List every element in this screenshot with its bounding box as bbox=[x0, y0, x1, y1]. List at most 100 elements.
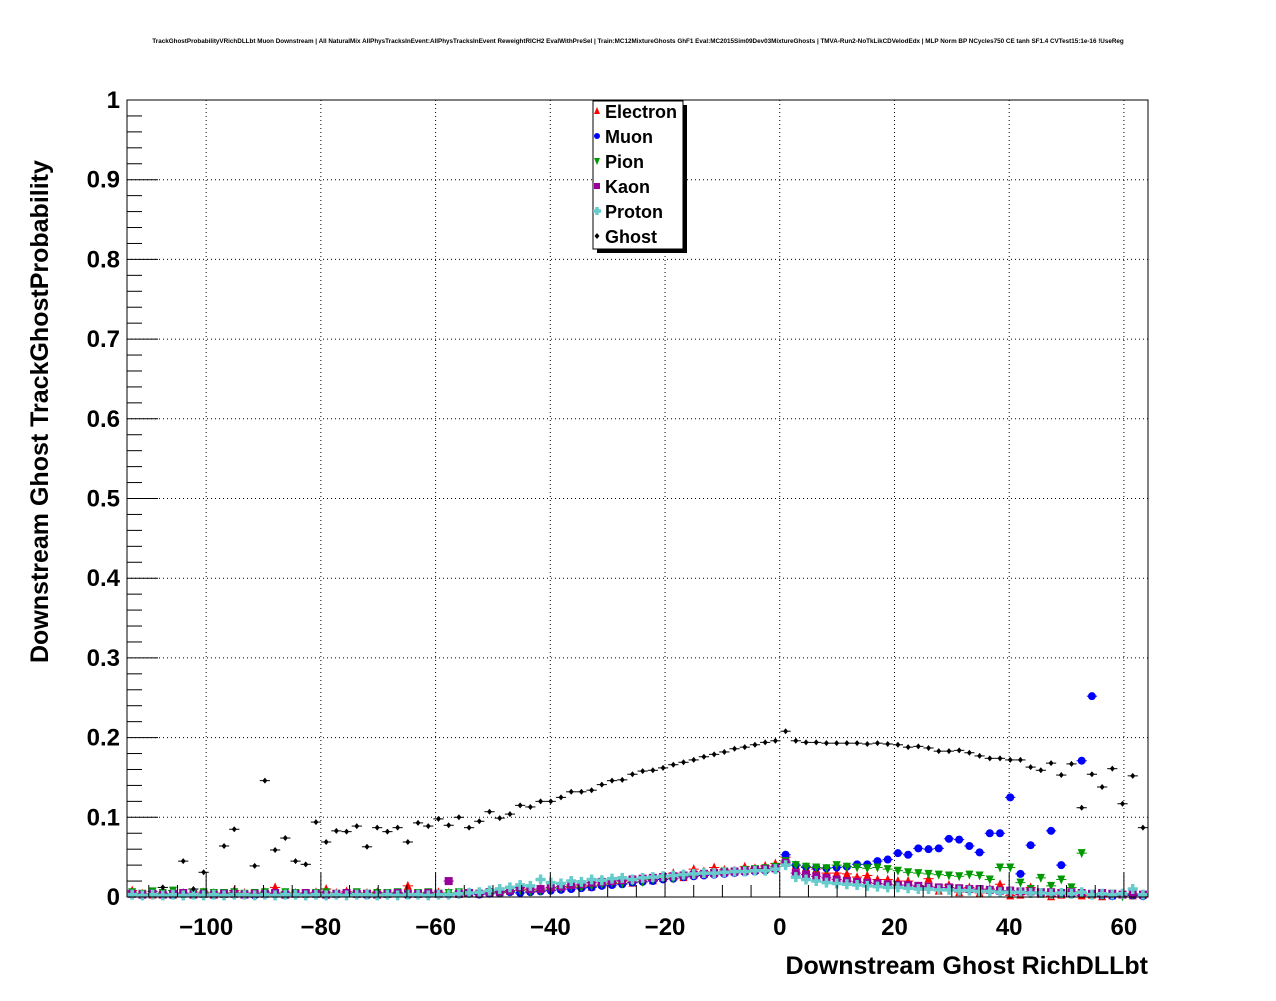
data-point-proton bbox=[464, 888, 475, 899]
data-point-muon bbox=[955, 835, 964, 844]
x-tick-label: −40 bbox=[530, 914, 571, 941]
legend-label-proton: Proton bbox=[605, 202, 663, 222]
y-tick-label: 0.1 bbox=[87, 804, 120, 831]
data-point-proton bbox=[729, 866, 740, 877]
x-axis-title: Downstream Ghost RichDLLbt bbox=[785, 952, 1148, 980]
data-point-proton bbox=[504, 882, 515, 893]
x-tick-label: −20 bbox=[645, 914, 686, 941]
data-point-pion bbox=[802, 862, 811, 872]
data-point-muon bbox=[924, 845, 933, 854]
x-tick-label: 40 bbox=[996, 914, 1023, 941]
data-point-pion bbox=[1067, 883, 1076, 893]
data-point-muon bbox=[1087, 692, 1096, 701]
legend-marker-muon bbox=[594, 133, 600, 139]
data-point-ghost bbox=[670, 761, 676, 768]
data-point-proton bbox=[494, 884, 505, 895]
data-point-ghost bbox=[1130, 772, 1136, 779]
data-point-proton bbox=[474, 887, 485, 898]
data-point-muon bbox=[1016, 869, 1025, 878]
data-point-ghost bbox=[303, 861, 309, 868]
data-point-ghost bbox=[660, 764, 666, 771]
data-point-ghost bbox=[732, 745, 738, 752]
data-point-pion bbox=[812, 863, 821, 873]
data-point-ghost bbox=[711, 751, 717, 758]
data-point-ghost bbox=[527, 803, 533, 810]
data-point-ghost bbox=[558, 794, 564, 801]
data-point-ghost bbox=[476, 818, 482, 825]
data-point-ghost bbox=[599, 781, 605, 788]
data-point-muon bbox=[1026, 841, 1035, 850]
data-point-proton bbox=[698, 868, 709, 879]
data-point-ghost bbox=[354, 823, 360, 830]
data-point-proton bbox=[157, 890, 168, 901]
data-point-proton bbox=[607, 873, 618, 884]
legend-marker-pion bbox=[594, 158, 600, 165]
x-tick-label: −100 bbox=[179, 914, 233, 941]
data-point-proton bbox=[954, 885, 965, 896]
data-point-muon bbox=[873, 857, 882, 866]
chart-title: TrackGhostProbabilityVRichDLLbt Muon Dow… bbox=[152, 38, 1124, 45]
data-point-proton bbox=[576, 876, 587, 887]
y-axis-title: Downstream Ghost TrackGhostProbability bbox=[26, 160, 54, 663]
data-point-proton bbox=[780, 860, 791, 871]
data-point-proton bbox=[1107, 889, 1118, 900]
data-point-muon bbox=[975, 848, 984, 857]
data-point-ghost bbox=[548, 798, 554, 805]
data-point-pion bbox=[944, 871, 953, 881]
data-point-proton bbox=[617, 872, 628, 883]
data-point-muon bbox=[996, 829, 1005, 838]
legend-box bbox=[592, 100, 684, 250]
data-point-ghost bbox=[374, 824, 380, 831]
data-point-electron bbox=[403, 880, 412, 890]
legend: Electron Muon Pion Kaon Proton Ghost bbox=[592, 100, 687, 253]
x-tick-label: −60 bbox=[415, 914, 456, 941]
data-point-ghost bbox=[783, 728, 789, 735]
data-point-electron bbox=[842, 868, 851, 878]
data-point-ghost bbox=[1038, 767, 1044, 774]
y-tick-label: 0.8 bbox=[87, 246, 120, 273]
data-point-proton bbox=[361, 889, 372, 900]
data-point-ghost bbox=[293, 858, 299, 865]
data-point-ghost bbox=[333, 827, 339, 834]
data-point-ghost bbox=[1028, 764, 1034, 771]
data-point-ghost bbox=[384, 828, 390, 835]
data-point-proton bbox=[566, 876, 577, 887]
data-point-ghost bbox=[425, 823, 431, 830]
data-point-ghost bbox=[742, 744, 748, 751]
data-point-ghost bbox=[793, 737, 799, 744]
data-point-pion bbox=[985, 875, 994, 885]
data-point-ghost bbox=[435, 815, 441, 822]
data-point-proton bbox=[280, 889, 291, 900]
data-point-ghost bbox=[977, 752, 983, 759]
data-point-ghost bbox=[1079, 804, 1085, 811]
data-point-proton bbox=[790, 872, 801, 883]
data-point-proton bbox=[933, 884, 944, 895]
data-point-ghost bbox=[1099, 784, 1105, 791]
data-point-proton bbox=[964, 885, 975, 896]
data-point-ghost bbox=[864, 740, 870, 747]
data-point-proton bbox=[882, 882, 893, 893]
y-tick-label: 1 bbox=[107, 87, 120, 114]
data-point-proton bbox=[658, 871, 669, 882]
data-point-proton bbox=[219, 890, 230, 901]
data-point-proton bbox=[178, 890, 189, 901]
data-point-ghost bbox=[1089, 771, 1095, 778]
data-point-ghost bbox=[997, 755, 1003, 762]
data-point-proton bbox=[984, 886, 995, 897]
data-point-proton bbox=[239, 889, 250, 900]
data-point-ghost bbox=[885, 740, 891, 747]
data-point-proton bbox=[647, 872, 658, 883]
data-point-proton bbox=[372, 890, 383, 901]
data-point-proton bbox=[1015, 887, 1026, 898]
y-tick-label: 0.2 bbox=[87, 725, 120, 752]
y-tick-label: 0.7 bbox=[87, 326, 120, 353]
data-point-pion bbox=[853, 863, 862, 873]
data-point-proton bbox=[423, 890, 434, 901]
data-point-ghost bbox=[252, 862, 258, 869]
data-point-ghost bbox=[752, 741, 758, 748]
data-point-muon bbox=[944, 834, 953, 843]
data-point-pion bbox=[1077, 849, 1086, 859]
data-point-proton bbox=[974, 886, 985, 897]
data-point-proton bbox=[668, 870, 679, 881]
data-point-proton bbox=[229, 889, 240, 900]
